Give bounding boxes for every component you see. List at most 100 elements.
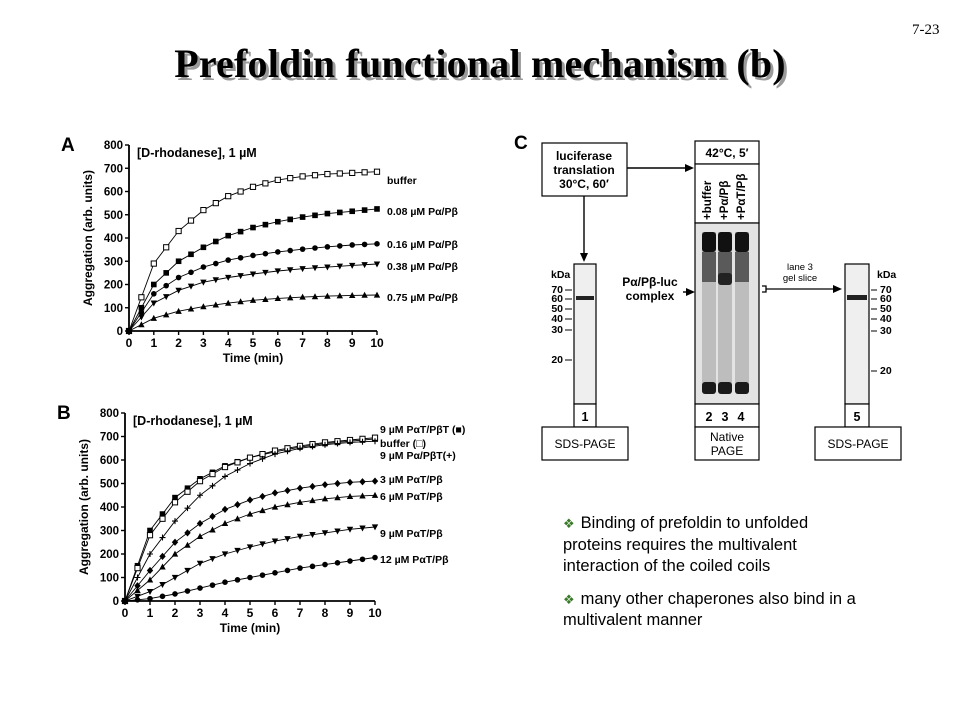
data-point xyxy=(184,567,191,574)
series-label: 9 µM PαT/Pβ xyxy=(380,528,443,540)
y-tick-label: 600 xyxy=(100,455,119,467)
data-point xyxy=(200,244,207,251)
data-point xyxy=(151,291,157,297)
data-point xyxy=(322,441,328,448)
data-point xyxy=(237,298,244,305)
lane-number: 1 xyxy=(582,410,589,424)
gel-smear xyxy=(735,252,749,282)
data-point xyxy=(188,269,194,276)
data-point xyxy=(163,270,169,276)
data-point xyxy=(234,459,241,466)
x-tick-label: 8 xyxy=(324,336,331,350)
y-tick-label: 100 xyxy=(100,573,119,585)
data-point xyxy=(163,282,169,289)
data-point xyxy=(287,216,293,223)
gel-smear xyxy=(702,252,716,282)
data-point xyxy=(262,221,269,228)
data-point xyxy=(259,492,266,501)
data-point xyxy=(324,244,331,250)
data-point xyxy=(196,478,204,485)
chart-panel-B: 0 100 200 300 400 500 600 700 800 0 1 2 3 4 5 6 7 8 9 10 Tim… xyxy=(77,408,465,635)
data-point xyxy=(209,556,216,563)
data-point xyxy=(361,241,368,248)
complex-label: Pα/Pβ-luc xyxy=(622,275,678,289)
data-point xyxy=(337,209,343,216)
kda-marker: 50 xyxy=(551,303,563,315)
data-point xyxy=(222,473,228,480)
lane-number: 2 xyxy=(706,410,713,424)
data-point xyxy=(284,486,291,495)
data-point xyxy=(346,526,354,533)
data-point xyxy=(249,183,257,190)
x-tick-label: 0 xyxy=(122,606,129,620)
data-point xyxy=(171,550,179,557)
data-point xyxy=(311,172,319,179)
panel-label: A xyxy=(61,135,75,156)
data-point xyxy=(184,541,191,548)
data-point xyxy=(287,175,294,182)
y-tick-label: 700 xyxy=(100,432,119,444)
data-point xyxy=(209,582,216,588)
x-tick-label: 4 xyxy=(225,336,232,350)
data-point xyxy=(349,262,356,269)
y-tick-label: 300 xyxy=(100,526,119,538)
data-point xyxy=(287,294,294,301)
data-point xyxy=(336,263,343,270)
data-point xyxy=(150,260,157,267)
data-point xyxy=(209,482,216,489)
data-point xyxy=(262,180,269,187)
series-label: 3 µM PαT/Pβ xyxy=(380,474,443,486)
series-label: 12 µM PαT/Pβ xyxy=(380,554,449,566)
slice-label: lane 3 xyxy=(787,262,813,273)
data-point xyxy=(146,566,154,575)
data-point xyxy=(287,247,294,254)
data-point xyxy=(349,292,356,299)
y-tick-label: 800 xyxy=(100,408,119,420)
data-point xyxy=(221,551,229,558)
complex-band xyxy=(718,273,732,285)
data-point xyxy=(299,246,306,252)
x-tick-label: 5 xyxy=(247,606,254,620)
data-point xyxy=(147,527,153,534)
data-point xyxy=(346,493,354,500)
data-point xyxy=(237,254,244,261)
data-point xyxy=(322,561,328,568)
bullet-list: ❖ Binding of prefoldin to unfolded protei… xyxy=(563,513,863,643)
translation-text: luciferase xyxy=(556,149,612,163)
panel-label: C xyxy=(514,133,528,154)
data-point xyxy=(209,512,216,520)
data-point xyxy=(334,560,341,566)
gel-type-box xyxy=(814,426,902,461)
data-point xyxy=(225,232,231,239)
data-point xyxy=(122,598,128,604)
gel-band xyxy=(702,382,716,394)
sds-gel-right xyxy=(844,263,870,405)
series: 0.16 µM Pα/Pβ xyxy=(126,239,458,334)
data-point xyxy=(147,551,153,557)
data-point xyxy=(359,478,366,486)
data-point xyxy=(259,455,266,462)
lane-header: +Pα/Pβ xyxy=(719,181,731,220)
series-label: 9 µM Pα/PβT(+) xyxy=(380,450,456,462)
slice-label: gel slice xyxy=(783,273,817,284)
data-point xyxy=(275,249,281,255)
series-label: 0.08 µM Pα/Pβ xyxy=(387,206,458,218)
series-label: 0.16 µM Pα/Pβ xyxy=(387,239,458,251)
data-point xyxy=(272,451,278,458)
x-tick-label: 10 xyxy=(368,606,382,620)
kda-marker: 40 xyxy=(880,313,892,325)
x-tick-label: 6 xyxy=(272,606,279,620)
data-point xyxy=(159,552,166,560)
data-point xyxy=(349,242,356,248)
data-point xyxy=(184,485,191,491)
data-point xyxy=(274,176,281,183)
data-point xyxy=(309,482,316,491)
data-point xyxy=(299,266,306,273)
data-point xyxy=(234,577,241,583)
data-point xyxy=(324,264,331,271)
data-point xyxy=(187,283,195,290)
data-point xyxy=(159,581,166,588)
gel-band xyxy=(718,232,732,252)
data-point xyxy=(247,574,253,581)
data-point xyxy=(172,591,178,597)
